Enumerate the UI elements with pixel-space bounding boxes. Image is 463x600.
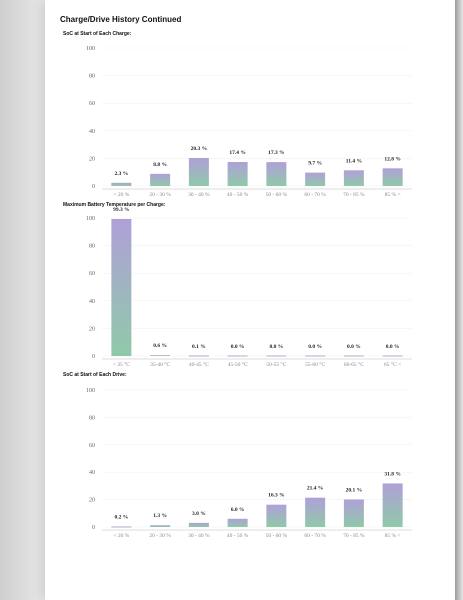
bar (150, 525, 171, 527)
bar (266, 162, 287, 186)
data-label: 3.0 % (192, 511, 206, 517)
x-tick-label: 55-60 °C (305, 361, 325, 368)
y-tick-label: 40 (89, 299, 95, 305)
bar (305, 497, 326, 527)
y-tick-label: 80 (89, 244, 95, 250)
x-tick-label: 60-65 °C (344, 361, 364, 368)
data-label: 0.0 % (386, 344, 400, 350)
data-label: 0.0 % (270, 344, 284, 350)
x-tick-label: 35-40 °C (150, 361, 170, 368)
x-tick-label: 20 - 30 % (149, 192, 171, 198)
bar (227, 518, 248, 527)
y-tick-label: 0 (92, 354, 95, 360)
data-label: 31.8 % (384, 471, 401, 477)
y-tick-label: 0 (92, 184, 95, 190)
y-tick-label: 0 (92, 525, 95, 531)
bar (343, 170, 364, 186)
x-tick-label: 50-55 °C (266, 361, 286, 368)
x-tick-label: 70 - 85 % (343, 533, 365, 539)
chart-3-title: SoC at Start of Each Drive: (63, 372, 127, 378)
y-tick-label: 60 (89, 271, 95, 277)
x-tick-label: 40 - 50 % (227, 533, 249, 539)
x-tick-label: 60 - 70 % (304, 533, 326, 539)
bar (266, 504, 287, 527)
x-tick-label: 70 - 85 % (343, 192, 365, 198)
y-tick-label: 100 (86, 216, 95, 222)
x-tick-label: < 20 % (113, 533, 129, 539)
y-tick-label: 20 (89, 156, 95, 162)
data-label: 20.3 % (191, 146, 208, 152)
data-label: 9.7 % (308, 161, 322, 167)
data-label: 6.0 % (231, 507, 245, 513)
bar (150, 355, 171, 356)
data-label: 0.0 % (308, 344, 322, 350)
data-label: 21.4 % (307, 486, 324, 492)
data-label: 0.0 % (231, 344, 245, 350)
data-label: 0.0 % (347, 344, 361, 350)
x-tick-label: 45-50 °C (228, 361, 248, 368)
bar (227, 161, 248, 186)
data-label: 99.3 % (113, 207, 130, 213)
bar (305, 172, 326, 186)
x-tick-label: < 20 % (113, 192, 129, 198)
page-background-left (0, 0, 45, 600)
x-tick-label: < 35 °C (113, 361, 131, 368)
bar (111, 182, 132, 186)
y-tick-label: 80 (89, 415, 95, 421)
x-tick-label: 85 % < (385, 192, 401, 198)
bar (150, 173, 171, 186)
x-tick-label: 60 - 70 % (304, 192, 326, 198)
page-edge-shadow (455, 0, 463, 600)
page-title: Charge/Drive History Continued (60, 15, 182, 24)
data-label: 20.1 % (346, 487, 363, 493)
y-tick-label: 40 (89, 129, 95, 135)
x-tick-label: 40 - 50 % (227, 192, 249, 198)
x-tick-label: 30 - 40 % (188, 192, 210, 198)
data-label: 16.3 % (268, 493, 285, 499)
chart-1-title: SoC at Start of Each Charge: (63, 31, 132, 37)
data-label: 8.8 % (153, 162, 167, 168)
bar (111, 218, 132, 356)
data-label: 0.6 % (153, 343, 167, 349)
data-label: 17.4 % (229, 150, 246, 156)
y-tick-label: 100 (86, 388, 95, 394)
data-label: 0.2 % (115, 515, 129, 521)
data-label: 1.3 % (153, 513, 167, 519)
x-tick-label: 20 - 30 % (149, 533, 171, 539)
x-tick-label: 50 - 60 % (266, 533, 288, 539)
x-tick-label: 85 % < (385, 533, 401, 539)
x-tick-label: 50 - 60 % (266, 192, 288, 198)
x-tick-label: 40-45 °C (189, 361, 209, 368)
bar (382, 168, 403, 186)
data-label: 0.1 % (192, 344, 206, 350)
x-tick-label: 65 °C < (384, 361, 401, 368)
y-tick-label: 100 (86, 46, 95, 52)
x-tick-label: 30 - 40 % (188, 533, 210, 539)
y-tick-label: 20 (89, 326, 95, 332)
y-tick-label: 80 (89, 74, 95, 80)
data-label: 12.8 % (384, 156, 401, 162)
y-tick-label: 40 (89, 470, 95, 476)
y-tick-label: 60 (89, 443, 95, 449)
bar (343, 499, 364, 527)
bar (188, 157, 209, 186)
data-label: 17.3 % (268, 150, 285, 156)
bar (382, 483, 403, 527)
data-label: 11.4 % (346, 158, 362, 164)
data-label: 2.3 % (115, 171, 129, 177)
bar (188, 522, 209, 527)
chart-2-title: Maximum Battery Temperature per Charge: (63, 202, 166, 208)
y-tick-label: 60 (89, 101, 95, 107)
y-tick-label: 20 (89, 498, 95, 504)
